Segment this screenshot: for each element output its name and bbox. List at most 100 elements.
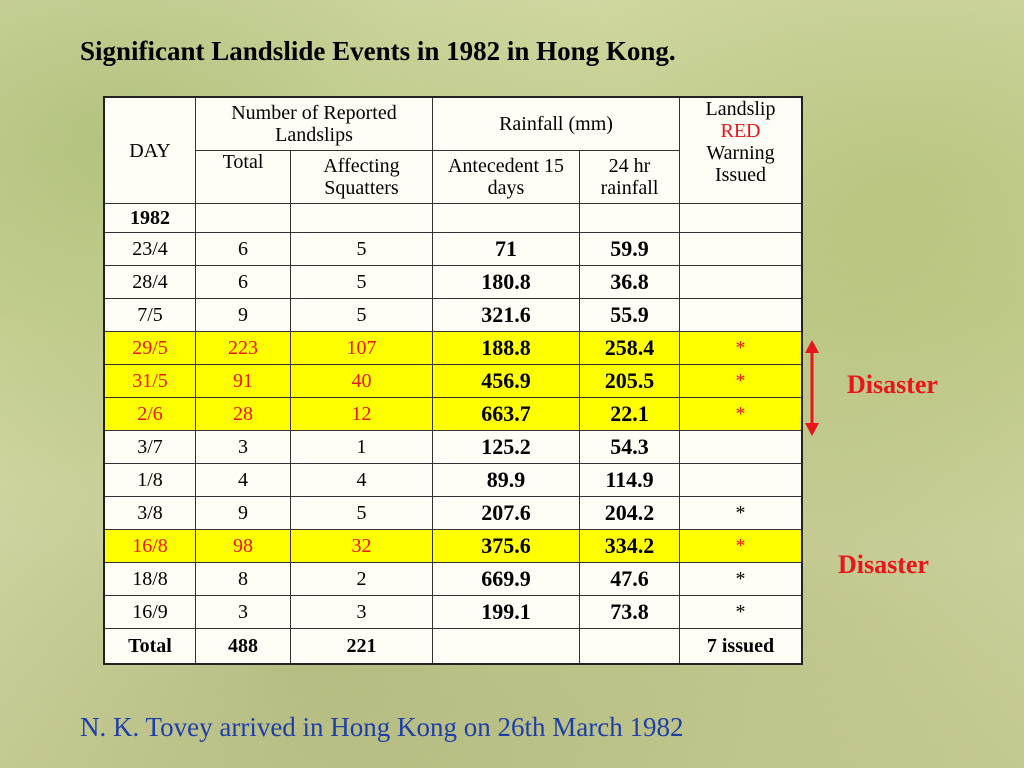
- cell-total: 28: [195, 397, 291, 431]
- cell-day: 31/5: [103, 364, 196, 398]
- cell-day: 7/5: [103, 298, 196, 332]
- cell-warning: *: [679, 595, 803, 629]
- cell-total: 4: [195, 463, 291, 497]
- table-row: 16/9 3 3 199.1 73.8 *: [103, 595, 803, 629]
- cell-24hr: 258.4: [579, 331, 680, 365]
- cell-24hr: 334.2: [579, 529, 680, 563]
- cell-day: 16/9: [103, 595, 196, 629]
- cell-day: 29/5: [103, 331, 196, 365]
- cell-affecting: 2: [290, 562, 433, 596]
- cell-day: 16/8: [103, 529, 196, 563]
- cell-total: 98: [195, 529, 291, 563]
- cell-24hr: 205.5: [579, 364, 680, 398]
- cell-antecedent: 669.9: [432, 562, 580, 596]
- cell-antecedent: 663.7: [432, 397, 580, 431]
- cell-antecedent: 321.6: [432, 298, 580, 332]
- cell-day: 3/7: [103, 430, 196, 464]
- cell-24hr: 204.2: [579, 496, 680, 530]
- cell-24hr: 47.6: [579, 562, 680, 596]
- year-label: 1982: [103, 203, 196, 233]
- cell-total: 9: [195, 298, 291, 332]
- table-row: 23/4 6 5 71 59.9: [103, 232, 803, 266]
- total-label: Total: [103, 628, 196, 665]
- table-row: 16/8 98 32 375.6 334.2 *: [103, 529, 803, 563]
- page-title: Significant Landslide Events in 1982 in …: [80, 36, 676, 66]
- table-row: 7/5 9 5 321.6 55.9: [103, 298, 803, 332]
- cell-day: 2/6: [103, 397, 196, 431]
- cell-antecedent: 375.6: [432, 529, 580, 563]
- cell-antecedent: 89.9: [432, 463, 580, 497]
- cell-total: 6: [195, 232, 291, 266]
- cell-warning: [679, 463, 803, 497]
- cell-antecedent: 207.6: [432, 496, 580, 530]
- cell-affecting: 5: [290, 232, 433, 266]
- cell-24hr: 114.9: [579, 463, 680, 497]
- table-subheader-row: Total Affecting Squatters Antecedent 15 …: [104, 150, 802, 204]
- cell-total: 91: [195, 364, 291, 398]
- cell-24hr: 54.3: [579, 430, 680, 464]
- cell-day: 1/8: [103, 463, 196, 497]
- header-warning-line1: Landslip: [705, 98, 776, 120]
- header-landslips-group: Number of Reported Landslips: [195, 96, 433, 151]
- cell-affecting: 1: [290, 430, 433, 464]
- table-row: 31/5 91 40 456.9 205.5 *: [103, 364, 803, 398]
- cell-total: 8: [195, 562, 291, 596]
- table-row: 18/8 8 2 669.9 47.6 *: [103, 562, 803, 596]
- cell-24hr: 55.9: [579, 298, 680, 332]
- total-24hr: [579, 628, 680, 665]
- disaster-range-arrow: [805, 340, 819, 436]
- cell-warning: [679, 298, 803, 332]
- table-row: 3/7 3 1 125.2 54.3: [103, 430, 803, 464]
- cell-antecedent: 180.8: [432, 265, 580, 299]
- cell-antecedent: 456.9: [432, 364, 580, 398]
- cell-warning: *: [679, 496, 803, 530]
- header-warning-line3: Warning: [706, 142, 775, 164]
- cell-affecting: 5: [290, 265, 433, 299]
- cell-warning: [679, 265, 803, 299]
- cell-total: 3: [195, 430, 291, 464]
- cell-affecting: 3: [290, 595, 433, 629]
- table-row: 3/8 9 5 207.6 204.2 *: [103, 496, 803, 530]
- cell-total: 9: [195, 496, 291, 530]
- cell-warning: [679, 430, 803, 464]
- cell-affecting: 32: [290, 529, 433, 563]
- header-warning-line4: Issued: [714, 164, 767, 186]
- cell-warning: *: [679, 529, 803, 563]
- cell-affecting: 5: [290, 496, 433, 530]
- table-row: 2/6 28 12 663.7 22.1 *: [103, 397, 803, 431]
- cell-warning: *: [679, 331, 803, 365]
- total-antecedent: [432, 628, 580, 665]
- table-row: 1/8 4 4 89.9 114.9: [103, 463, 803, 497]
- cell-24hr: 73.8: [579, 595, 680, 629]
- table-row: 29/5 223 107 188.8 258.4 *: [103, 331, 803, 365]
- cell-day: 18/8: [103, 562, 196, 596]
- cell-day: 3/8: [103, 496, 196, 530]
- total-affecting: 221: [290, 628, 433, 665]
- header-day: DAY: [103, 96, 196, 204]
- cell-day: 28/4: [103, 265, 196, 299]
- total-count: 488: [195, 628, 291, 665]
- cell-day: 23/4: [103, 232, 196, 266]
- table-total-row: Total 488 221 7 issued: [103, 628, 803, 665]
- cell-affecting: 12: [290, 397, 433, 431]
- cell-total: 6: [195, 265, 291, 299]
- header-total: Total: [195, 150, 291, 204]
- table-row: 28/4 6 5 180.8 36.8: [103, 265, 803, 299]
- cell-antecedent: 188.8: [432, 331, 580, 365]
- cell-warning: *: [679, 397, 803, 431]
- header-warning: Landslip RED Warning Issued: [679, 96, 803, 204]
- landslide-table: DAY Number of Reported Landslips Rainfal…: [103, 96, 803, 665]
- cell-affecting: 40: [290, 364, 433, 398]
- footnote: N. K. Tovey arrived in Hong Kong on 26th…: [80, 712, 684, 742]
- cell-antecedent: 71: [432, 232, 580, 266]
- table-header-row: DAY Number of Reported Landslips Rainfal…: [103, 96, 803, 204]
- cell-affecting: 107: [290, 331, 433, 365]
- disaster-label-2: Disaster: [838, 550, 929, 579]
- header-affecting: Affecting Squatters: [290, 150, 433, 204]
- header-antecedent: Antecedent 15 days: [432, 150, 580, 204]
- cell-antecedent: 199.1: [432, 595, 580, 629]
- year-row: 1982: [103, 203, 803, 233]
- disaster-label-1: Disaster: [847, 370, 938, 399]
- header-24hr: 24 hr rainfall: [579, 150, 680, 204]
- cell-affecting: 5: [290, 298, 433, 332]
